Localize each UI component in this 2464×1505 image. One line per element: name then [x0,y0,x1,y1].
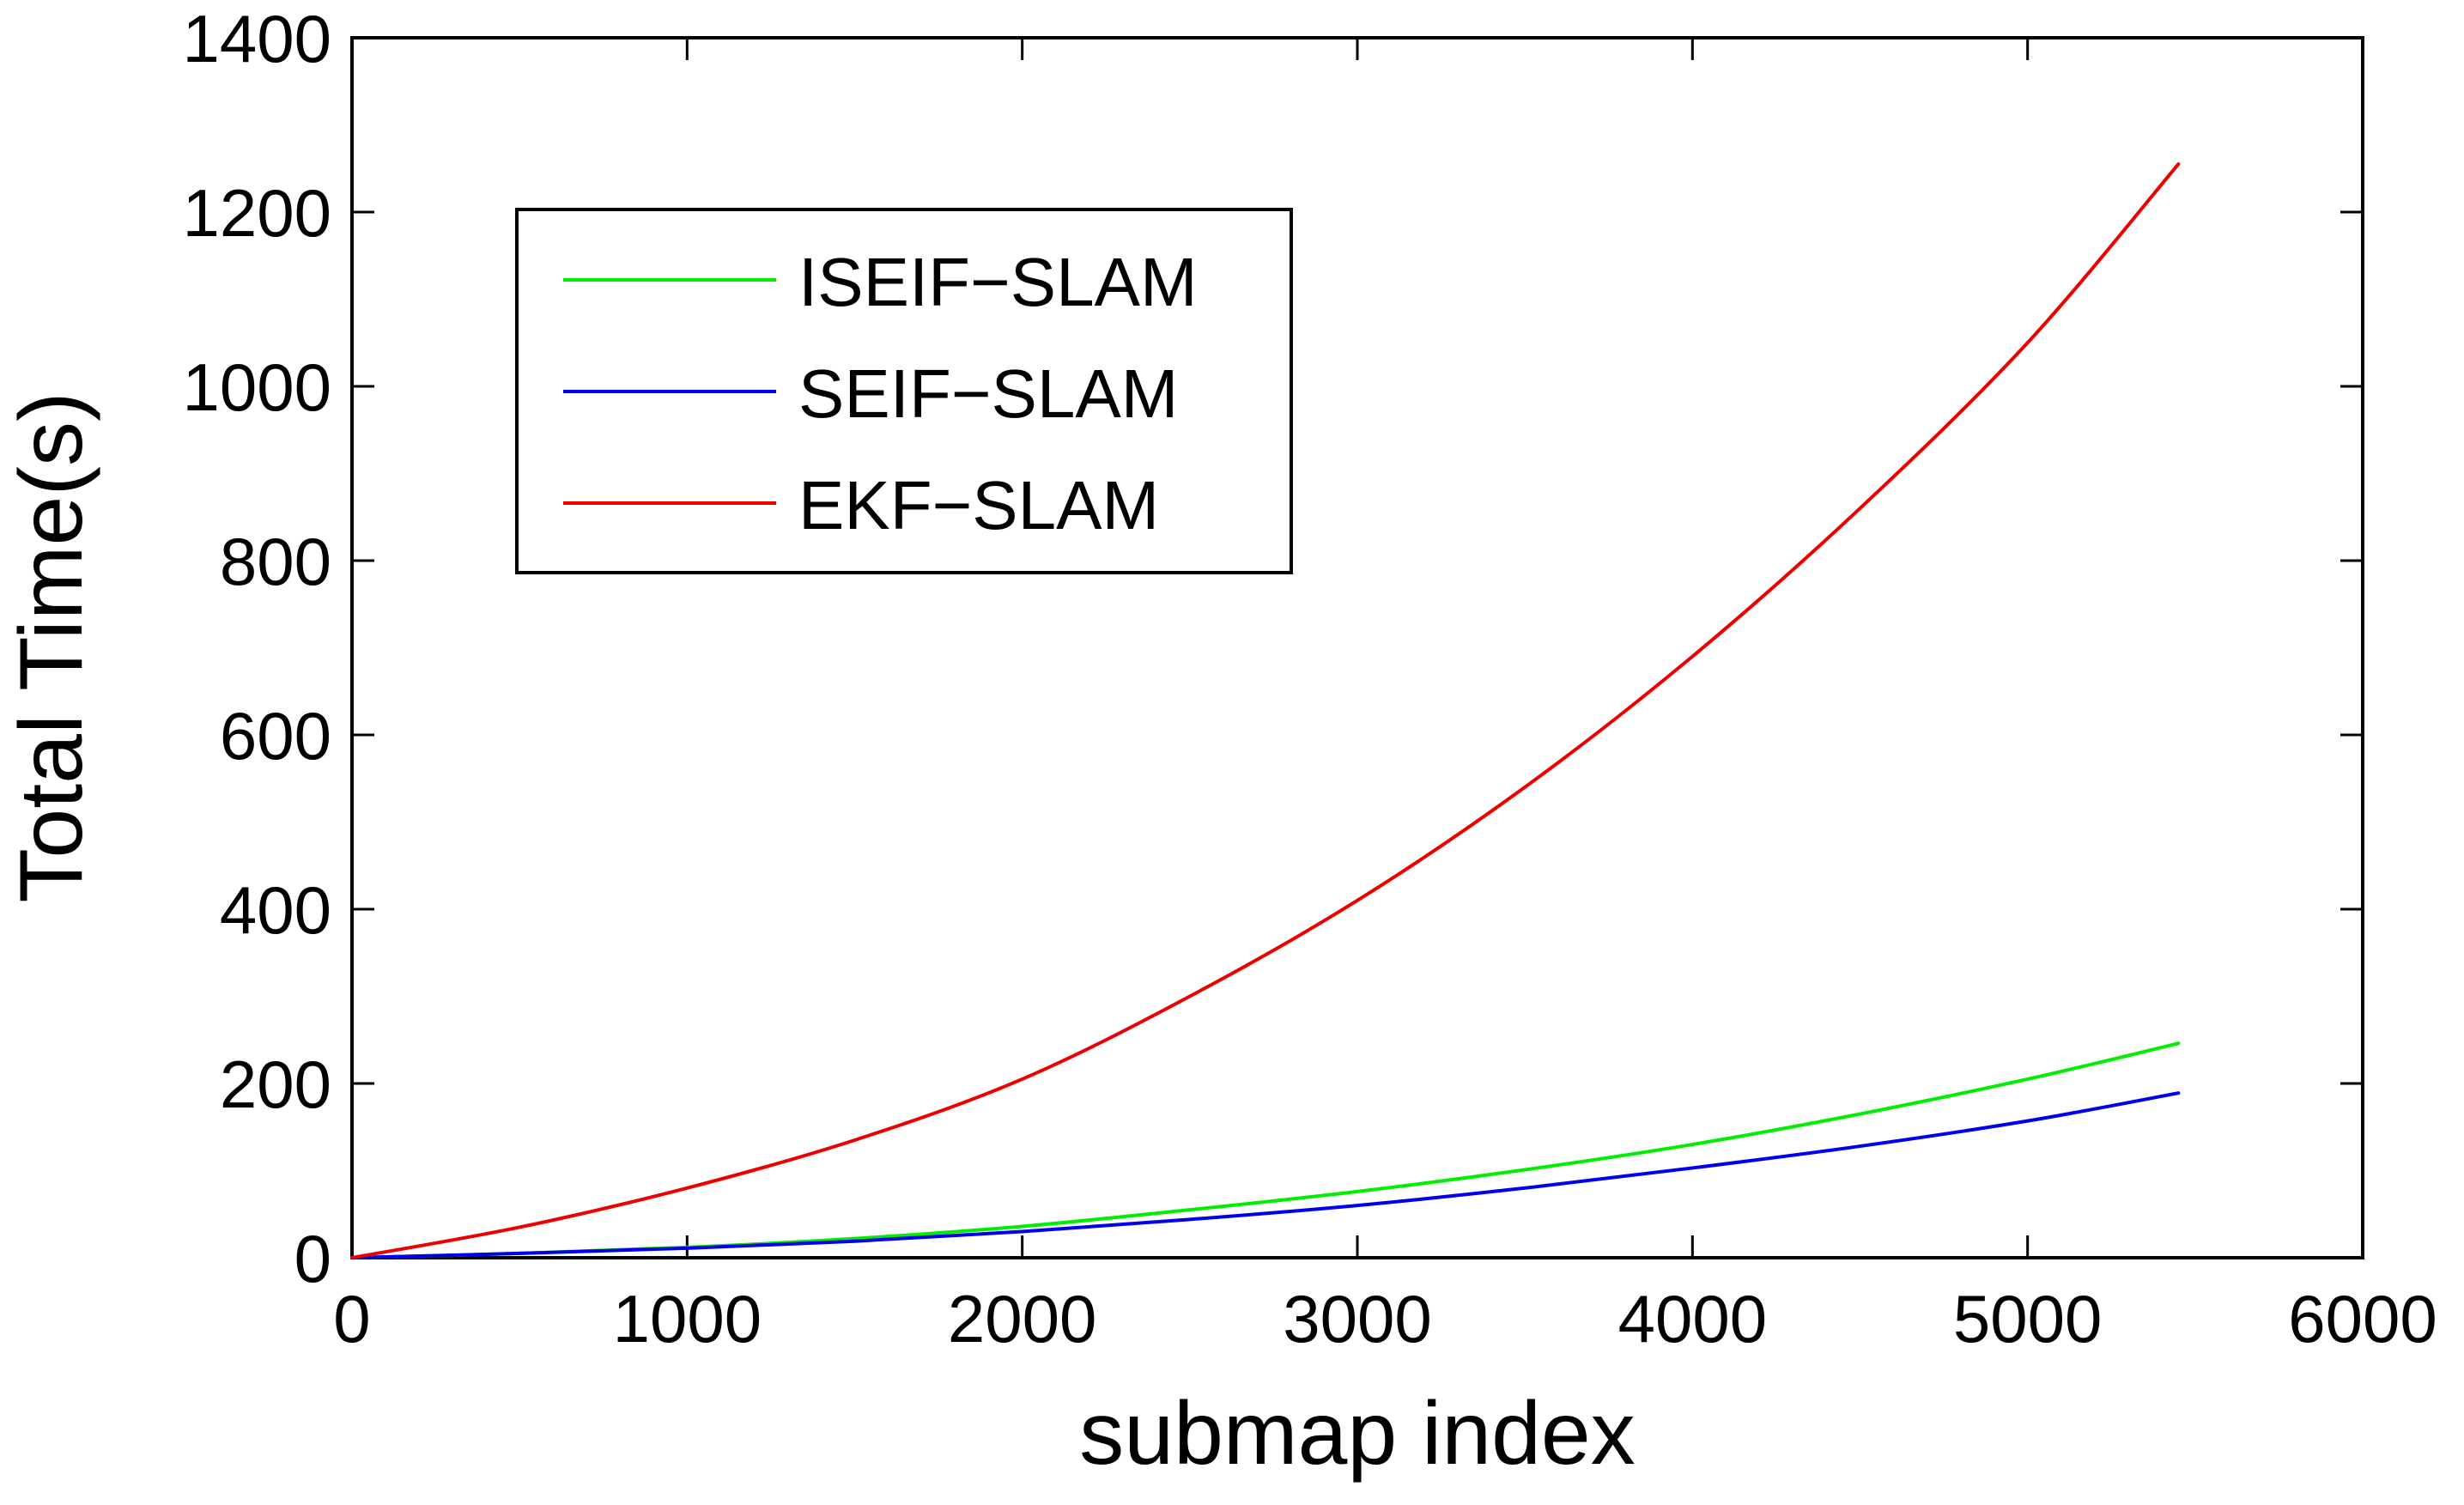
legend-label: EKF−SLAM [798,467,1159,543]
series-line-1 [350,1091,2181,1259]
y-tick-label: 1000 [182,349,331,425]
legend: ISEIF−SLAM SEIF−SLAM EKF−SLAM [515,208,1293,574]
x-tick-label: 4000 [1618,1281,1768,1356]
legend-label: ISEIF−SLAM [798,244,1198,320]
x-tick-label: 1000 [613,1281,762,1356]
y-tick-label: 600 [220,698,331,774]
x-tick-label: 5000 [1953,1281,2103,1356]
y-axis-title: Total Time(s) [2,391,101,902]
x-tick-label: 0 [333,1281,370,1356]
legend-label: SEIF−SLAM [798,355,1178,432]
x-axis-title: submap index [1079,1384,1636,1484]
y-tick-label: 0 [294,1221,331,1296]
x-tick-label: 3000 [1283,1281,1432,1356]
series-lines [350,162,2181,1259]
axis-tick-labels: 0 1000 2000 3000 4000 5000 6000 0 200 400 600 800 10… [182,1,2437,1356]
y-tick-label: 1200 [182,175,331,251]
y-tick-label: 400 [220,872,331,948]
series-line-2 [350,162,2181,1259]
y-tick-label: 200 [220,1047,331,1122]
y-tick-label: 800 [220,524,331,599]
x-tick-label: 2000 [948,1281,1097,1356]
axis-ticks [350,36,2364,1259]
x-tick-label: 6000 [2288,1281,2437,1356]
legend-entries: ISEIF−SLAM SEIF−SLAM EKF−SLAM [563,244,1198,543]
y-tick-label: 1400 [182,1,331,76]
